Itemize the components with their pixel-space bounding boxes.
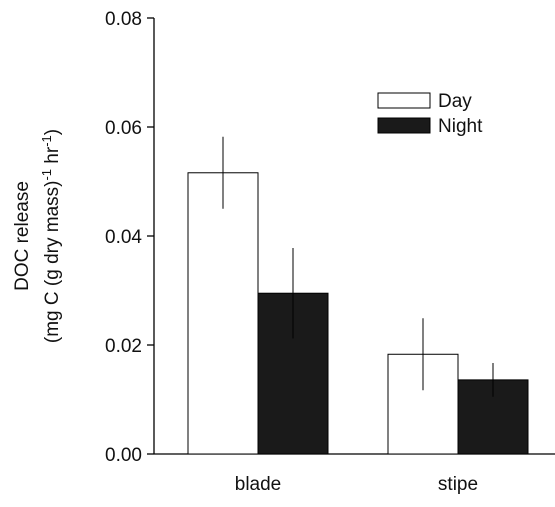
y-axis-title-part: hr xyxy=(42,146,63,169)
y-tick-label: 0.08 xyxy=(105,9,142,30)
superscript: -1 xyxy=(39,135,54,147)
legend-swatch xyxy=(377,92,431,109)
legend-swatch xyxy=(377,117,431,134)
y-axis-title-line: DOC release xyxy=(12,181,33,291)
y-tick-label: 0.00 xyxy=(105,445,142,466)
y-tick-label: 0.02 xyxy=(105,336,142,357)
y-axis-title: DOC release (mg C (g dry mass)-1 hr-1) xyxy=(12,129,63,343)
y-tick-label: 0.04 xyxy=(105,227,142,248)
y-axis-title-part: ) xyxy=(42,129,63,135)
bar xyxy=(457,379,529,455)
legend-label: Night xyxy=(438,116,483,137)
superscript: -1 xyxy=(39,169,54,181)
bar xyxy=(187,172,259,455)
y-tick-label: 0.06 xyxy=(105,118,142,139)
y-axis-title-line: (mg C (g dry mass)-1 hr-1) xyxy=(39,129,64,343)
legend-label: Day xyxy=(438,91,472,112)
x-tick-label: stipe xyxy=(438,474,478,495)
x-tick-label: blade xyxy=(235,474,282,495)
y-axis-title-part: (mg C (g dry mass) xyxy=(42,181,63,344)
